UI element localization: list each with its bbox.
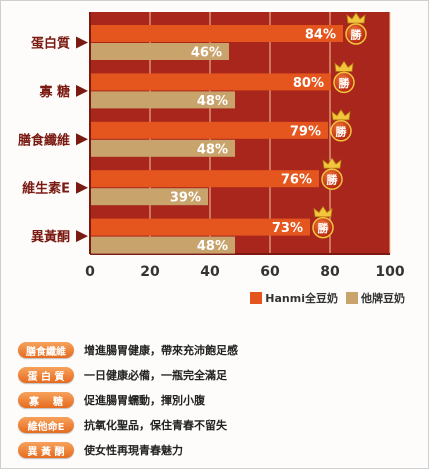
bar-hanmi <box>91 25 343 42</box>
bar-other <box>91 139 235 157</box>
x-tick-label: 80 <box>320 264 340 280</box>
feature-row: 寡 糖 促進腸胃蠕動，揮別小腹 <box>18 390 238 410</box>
bar-hanmi <box>91 218 310 236</box>
legend-swatch-other <box>346 292 358 304</box>
win-badge <box>312 216 334 239</box>
crown-icon <box>346 12 366 24</box>
x-tick-label: 60 <box>260 264 280 280</box>
category-label: 膳食纖維 <box>18 132 70 148</box>
data-label-other: 48% <box>197 94 228 109</box>
data-label-hanmi: 84% <box>305 28 336 43</box>
category-pointer <box>76 84 88 97</box>
data-label-hanmi: 79% <box>290 124 321 139</box>
feature-text: 抗氧化聖品，保住青春不留失 <box>84 419 227 432</box>
legend-item-other: 他牌豆奶 <box>346 290 405 306</box>
data-label-hanmi: 76% <box>281 173 312 188</box>
feature-tag: 維他命E <box>18 417 74 433</box>
category-pointer <box>76 230 88 243</box>
crown-icon <box>313 205 333 218</box>
bar-other <box>91 91 235 109</box>
x-tick-label: 40 <box>200 264 220 280</box>
feature-list: 膳食纖維 增進腸胃健康，帶來充沛飽足感 蛋 白 質 一日健康必備，一瓶完全滿足 … <box>18 340 238 465</box>
category-label: 維生素E <box>22 181 70 197</box>
crown-icon <box>331 109 351 121</box>
crown-icon <box>322 157 342 169</box>
data-label-other: 48% <box>197 142 228 157</box>
bar-hanmi <box>91 121 328 139</box>
category-pointer <box>76 36 88 49</box>
legend-label-other: 他牌豆奶 <box>361 292 405 305</box>
win-badge-label: 勝 <box>318 221 330 235</box>
data-label-hanmi: 73% <box>272 221 303 236</box>
win-badge-label: 勝 <box>327 173 339 187</box>
feature-tag: 異 黃 酮 <box>18 442 74 458</box>
feature-tag: 蛋 白 質 <box>18 367 74 383</box>
win-badge-label: 勝 <box>351 28 363 42</box>
feature-row: 膳食纖維 增進腸胃健康，帶來充沛飽足感 <box>18 340 238 360</box>
feature-text: 一日健康必備，一瓶完全滿足 <box>84 369 227 382</box>
feature-tag: 寡 糖 <box>18 392 74 408</box>
feature-text: 增進腸胃健康，帶來充沛飽足感 <box>84 344 238 357</box>
crown-icon <box>334 60 354 72</box>
category-pointer <box>76 181 88 194</box>
feature-row: 維他命E 抗氧化聖品，保住青春不留失 <box>18 415 238 435</box>
bar-hanmi <box>91 170 319 188</box>
data-label-other: 48% <box>197 239 228 254</box>
win-badge <box>330 120 352 142</box>
data-label-other: 46% <box>191 46 222 61</box>
x-tick-label: 20 <box>140 264 160 280</box>
legend-item-hanmi: Hanmi全豆奶 <box>250 290 338 306</box>
win-badge <box>321 168 343 190</box>
legend-swatch-hanmi <box>250 292 263 304</box>
data-label-hanmi: 80% <box>293 76 324 91</box>
feature-text: 使女性再現青春魅力 <box>84 444 183 457</box>
category-pointer <box>76 133 88 146</box>
legend-label-hanmi: Hanmi全豆奶 <box>265 292 338 305</box>
win-badge <box>333 71 355 94</box>
chart-legend: Hanmi全豆奶 他牌豆奶 <box>250 290 405 306</box>
category-label: 寡 糖 <box>38 84 70 100</box>
feature-tag: 膳食纖維 <box>18 342 74 358</box>
data-label-other: 39% <box>170 191 201 206</box>
x-tick-label: 100 <box>375 264 404 280</box>
bar-other <box>91 188 208 206</box>
win-badge-label: 勝 <box>336 124 348 138</box>
feature-row: 蛋 白 質 一日健康必備，一瓶完全滿足 <box>18 365 238 385</box>
bar-other <box>91 43 229 60</box>
win-badge <box>345 23 367 45</box>
win-badge-label: 勝 <box>339 76 351 90</box>
bar-hanmi <box>91 73 331 91</box>
x-tick-label: 0 <box>85 264 95 280</box>
category-label: 異黃酮 <box>31 229 70 245</box>
bar-other <box>91 236 235 254</box>
category-label: 蛋白質 <box>31 36 70 52</box>
feature-text: 促進腸胃蠕動，揮別小腹 <box>84 394 205 407</box>
feature-row: 異 黃 酮 使女性再現青春魅力 <box>18 440 238 460</box>
